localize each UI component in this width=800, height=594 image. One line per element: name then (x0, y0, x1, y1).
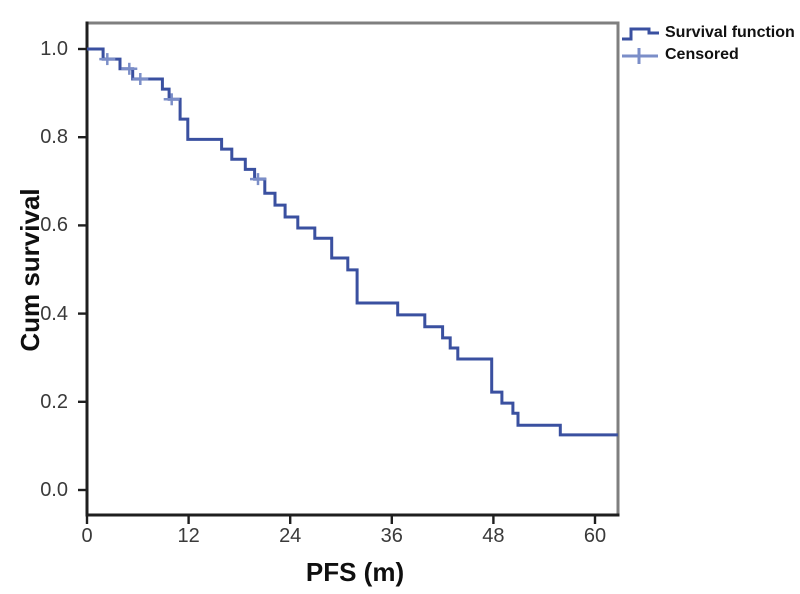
survival-curve (87, 47, 618, 437)
censored-plus-icon (622, 48, 658, 64)
legend-label-survival-function: Survival function (665, 24, 795, 41)
y-axis-title: Cum survival (15, 188, 45, 352)
x-axis-title: PFS (m) (305, 557, 405, 587)
legend-label-censored: Censored (665, 46, 739, 63)
legend-item-survival-function: Survival function (620, 22, 795, 44)
legend-item-censored: Censored (620, 44, 795, 66)
survival-function-step-icon (622, 27, 659, 41)
legend: Survival function Censored (620, 22, 795, 66)
